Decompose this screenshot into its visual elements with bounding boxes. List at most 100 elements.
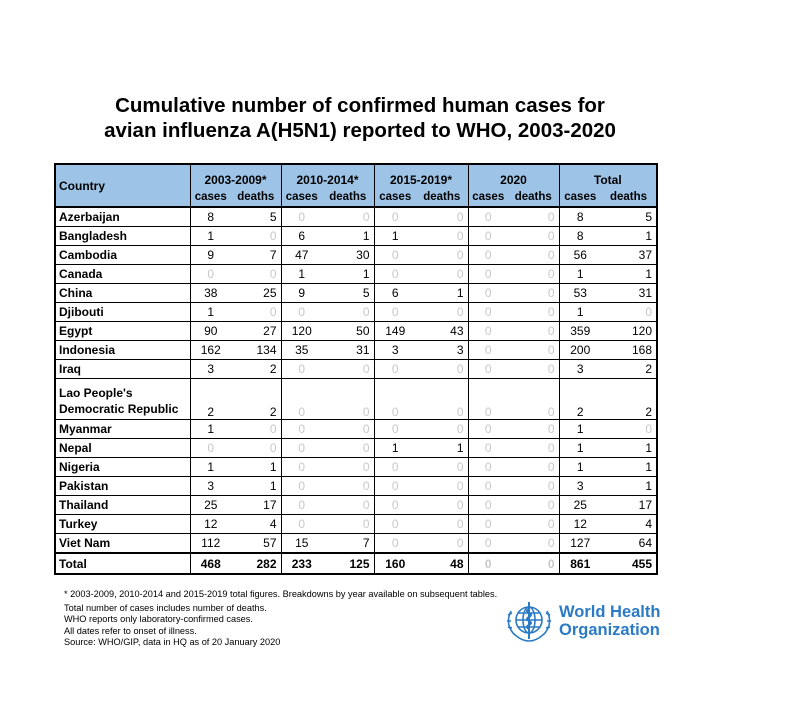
deaths-cell: 31: [601, 283, 659, 303]
cases-subheader: cases: [558, 187, 602, 208]
country-cell: Nigeria: [54, 457, 191, 477]
cases-cell: 120: [281, 321, 322, 341]
deaths-cell: 0: [508, 359, 560, 379]
title-line-1: Cumulative number of confirmed human cas…: [115, 94, 605, 117]
deaths-cell: 0: [416, 533, 469, 554]
cases-cell: 0: [468, 378, 508, 420]
cases-cell: 0: [468, 283, 508, 303]
deaths-cell: 5: [322, 283, 375, 303]
deaths-cell: 1: [601, 476, 659, 496]
cases-cell: 6: [374, 283, 416, 303]
cases-cell: 0: [374, 495, 416, 515]
deaths-cell: 0: [508, 476, 560, 496]
logo-line-1: World Health: [559, 603, 661, 621]
cases-cell: 0: [374, 533, 416, 554]
deaths-cell: 27: [231, 321, 282, 341]
cases-cell: 1: [374, 438, 416, 458]
cases-cell: 0: [468, 321, 508, 341]
deaths-cell: 120: [601, 321, 659, 341]
deaths-cell: 0: [508, 495, 560, 515]
note-line: WHO reports only laboratory-confirmed ca…: [64, 614, 253, 625]
cases-cell: 3: [374, 340, 416, 360]
deaths-cell: 2: [601, 359, 659, 379]
deaths-cell: 57: [231, 533, 282, 554]
cases-cell: 861: [559, 552, 602, 575]
deaths-cell: 2: [601, 378, 659, 420]
deaths-cell: 0: [322, 476, 375, 496]
cases-cell: 0: [468, 245, 508, 265]
country-cell: Viet Nam: [54, 533, 191, 554]
table-row: Pakistan 3 1 0 0 0 0 0 0 3 1: [54, 476, 659, 496]
cases-subheader: cases: [373, 187, 416, 208]
cases-cell: 1: [190, 302, 231, 322]
cases-cell: 0: [374, 378, 416, 420]
cases-cell: 8: [559, 226, 602, 246]
notes-block: Total number of cases includes number of…: [64, 603, 280, 648]
country-cell: Nepal: [54, 438, 191, 458]
cases-cell: 2: [559, 378, 602, 420]
country-cell: Djibouti: [54, 302, 191, 322]
table-row: Viet Nam 112 57 15 7 0 0 0 0 127 64: [54, 533, 659, 554]
period-header: Total: [558, 163, 659, 187]
cases-cell: 0: [468, 302, 508, 322]
cases-cell: 9: [190, 245, 231, 265]
deaths-cell: 31: [322, 340, 375, 360]
deaths-cell: 7: [322, 533, 375, 554]
deaths-cell: 3: [416, 340, 469, 360]
cases-cell: 25: [559, 495, 602, 515]
deaths-cell: 0: [416, 495, 469, 515]
cases-cell: 53: [559, 283, 602, 303]
cases-cell: 0: [468, 359, 508, 379]
deaths-cell: 0: [322, 359, 375, 379]
table-row: Canada 0 0 1 1 0 0 0 0 1 1: [54, 264, 659, 284]
cases-cell: 0: [468, 438, 508, 458]
deaths-cell: 455: [601, 552, 659, 575]
cases-cell: 468: [190, 552, 231, 575]
deaths-cell: 0: [508, 321, 560, 341]
deaths-subheader: deaths: [416, 187, 468, 208]
cases-subheader: cases: [467, 187, 508, 208]
deaths-cell: 0: [322, 495, 375, 515]
country-cell: Myanmar: [54, 419, 191, 439]
deaths-cell: 0: [416, 514, 469, 534]
table-row: Myanmar 1 0 0 0 0 0 0 0 1 0: [54, 419, 659, 439]
deaths-cell: 168: [601, 340, 659, 360]
country-cell: Egypt: [54, 321, 191, 341]
note-line: Total number of cases includes number of…: [64, 603, 267, 613]
table-row: Azerbaijan 8 5 0 0 0 0 0 0 8 5: [54, 207, 659, 227]
cases-cell: 3: [559, 359, 602, 379]
deaths-subheader: deaths: [322, 187, 374, 208]
cases-cell: 112: [190, 533, 231, 554]
deaths-cell: 0: [322, 514, 375, 534]
deaths-cell: 25: [231, 283, 282, 303]
country-cell: Canada: [54, 264, 191, 284]
deaths-cell: 0: [322, 419, 375, 439]
deaths-cell: 17: [601, 495, 659, 515]
deaths-cell: 0: [416, 207, 469, 227]
table-row: Egypt 90 27 120 50 149 43 0 0 359 120: [54, 321, 659, 341]
cases-cell: 233: [281, 552, 322, 575]
deaths-cell: 0: [508, 283, 560, 303]
deaths-cell: 282: [231, 552, 282, 575]
period-header: 2003-2009*: [189, 163, 281, 187]
cases-cell: 0: [281, 419, 322, 439]
deaths-cell: 0: [508, 533, 560, 554]
cases-cell: 0: [374, 419, 416, 439]
deaths-cell: 0: [322, 438, 375, 458]
country-cell: Total: [54, 552, 191, 575]
deaths-cell: 1: [231, 457, 282, 477]
table-row: China 38 25 9 5 6 1 0 0 53 31: [54, 283, 659, 303]
cases-cell: 0: [468, 552, 508, 575]
cases-cell: 0: [374, 302, 416, 322]
cases-cell: 0: [468, 514, 508, 534]
deaths-cell: 37: [601, 245, 659, 265]
deaths-cell: 1: [416, 283, 469, 303]
title-line-2: avian influenza A(H5N1) reported to WHO,…: [104, 119, 616, 142]
cases-cell: 38: [190, 283, 231, 303]
cases-cell: 0: [468, 476, 508, 496]
deaths-cell: 43: [416, 321, 469, 341]
cases-cell: 0: [468, 340, 508, 360]
deaths-cell: 1: [601, 438, 659, 458]
cases-cell: 0: [281, 514, 322, 534]
deaths-cell: 2: [231, 359, 282, 379]
